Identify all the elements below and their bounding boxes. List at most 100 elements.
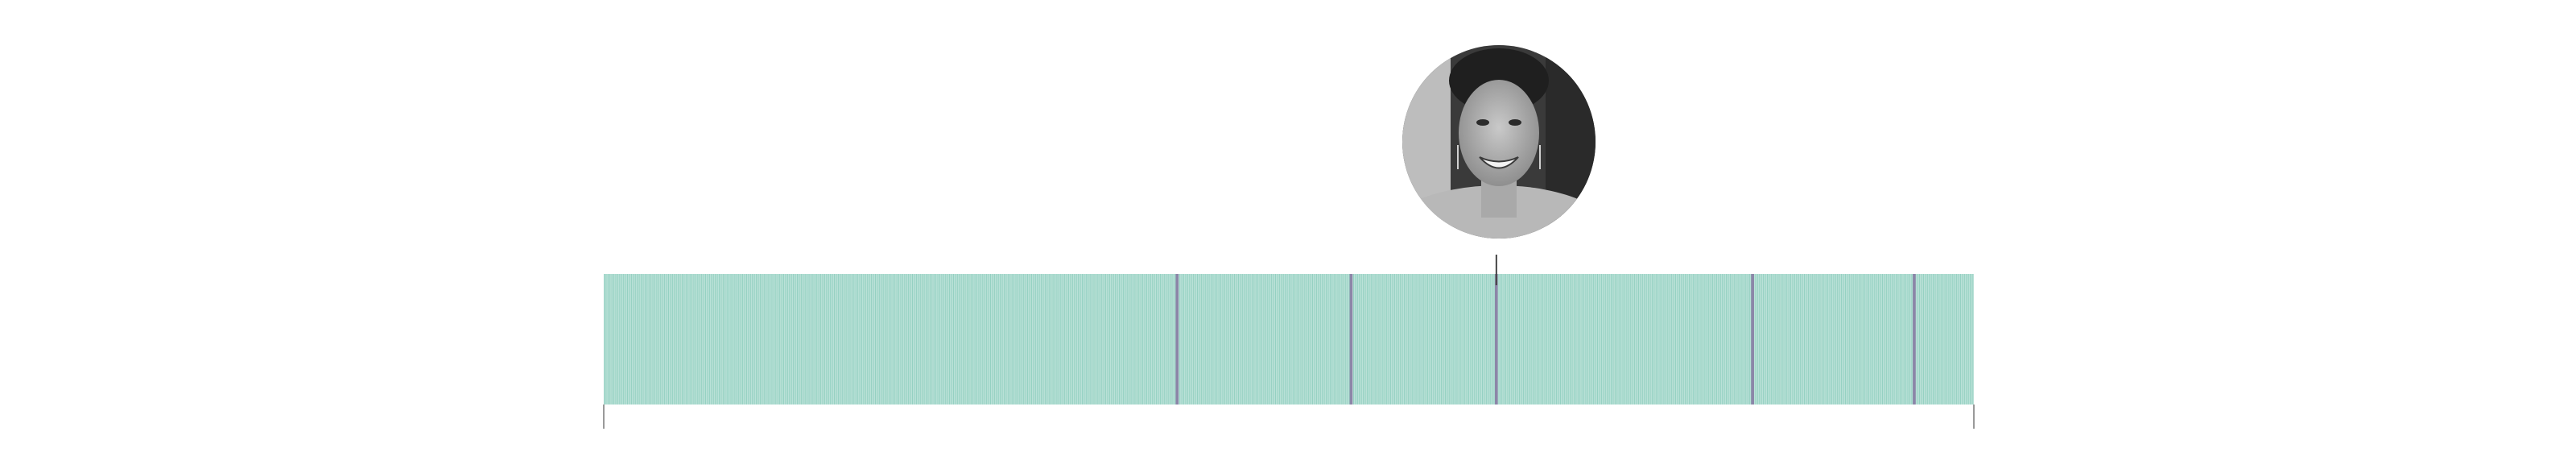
unit-separator bbox=[687, 274, 689, 405]
unit-separator bbox=[1485, 274, 1487, 405]
unit-separator bbox=[960, 274, 962, 405]
unit-separator bbox=[1965, 274, 1966, 405]
unit-separator bbox=[1530, 274, 1532, 405]
unit-separator bbox=[1922, 274, 1924, 405]
unit-separator bbox=[1799, 274, 1800, 405]
unit-separator bbox=[611, 274, 613, 405]
unit-separator bbox=[618, 274, 619, 405]
unit-separator bbox=[1236, 274, 1237, 405]
unit-separator bbox=[807, 274, 808, 405]
unit-separator bbox=[1050, 274, 1051, 405]
unit-separator bbox=[1836, 274, 1837, 405]
unit-separator bbox=[1895, 274, 1896, 405]
unit-separator bbox=[1005, 274, 1007, 405]
unit-separator bbox=[1478, 274, 1480, 405]
unit-separator bbox=[1847, 274, 1848, 405]
unit-separator bbox=[1659, 274, 1661, 405]
unit-separator bbox=[1721, 274, 1722, 405]
unit-separator bbox=[1422, 274, 1423, 405]
unit-separator bbox=[1561, 274, 1562, 405]
unit-separator bbox=[1639, 274, 1640, 405]
unit-separator bbox=[1575, 274, 1577, 405]
unit-separator bbox=[1056, 274, 1058, 405]
unit-separator bbox=[1511, 274, 1513, 405]
unit-separator bbox=[1017, 274, 1018, 405]
highlighted-unit bbox=[1349, 274, 1353, 405]
unit-separator bbox=[1214, 274, 1216, 405]
unit-separator bbox=[736, 274, 737, 405]
unit-separator bbox=[786, 274, 788, 405]
unit-separator bbox=[1360, 274, 1362, 405]
unit-separator bbox=[1122, 274, 1124, 405]
unit-separator bbox=[812, 274, 814, 405]
unit-separator bbox=[1876, 274, 1877, 405]
unit-separator bbox=[704, 274, 705, 405]
unit-separator bbox=[1141, 274, 1142, 405]
unit-separator bbox=[1497, 274, 1499, 405]
unit-separator bbox=[734, 274, 736, 405]
unit-separator bbox=[1202, 274, 1203, 405]
unit-separator bbox=[1670, 274, 1671, 405]
unit-separator bbox=[1666, 274, 1667, 405]
unit-separator bbox=[855, 274, 857, 405]
unit-separator bbox=[675, 274, 677, 405]
unit-separator bbox=[615, 274, 617, 405]
unit-separator bbox=[782, 274, 783, 405]
unit-separator bbox=[947, 274, 948, 405]
unit-separator bbox=[1315, 274, 1317, 405]
unit-separator bbox=[1117, 274, 1118, 405]
unit-separator bbox=[1239, 274, 1240, 405]
unit-separator bbox=[1815, 274, 1817, 405]
unit-separator bbox=[1030, 274, 1032, 405]
unit-separator bbox=[671, 274, 673, 405]
unit-separator bbox=[862, 274, 863, 405]
highlighted-unit bbox=[1913, 274, 1916, 405]
unit-separator bbox=[1473, 274, 1474, 405]
unit-separator bbox=[1655, 274, 1657, 405]
unit-separator bbox=[1565, 274, 1566, 405]
unit-separator bbox=[1593, 274, 1595, 405]
unit-separator bbox=[788, 274, 789, 405]
unit-separator bbox=[1633, 274, 1634, 405]
unit-separator bbox=[900, 274, 902, 405]
unit-separator bbox=[1083, 274, 1084, 405]
unit-separator bbox=[1967, 274, 1969, 405]
unit-separator bbox=[1807, 274, 1809, 405]
unit-separator bbox=[1001, 274, 1003, 405]
unit-separator bbox=[1170, 274, 1171, 405]
unit-separator bbox=[1421, 274, 1422, 405]
unit-separator bbox=[1772, 274, 1773, 405]
unit-separator bbox=[1614, 274, 1616, 405]
unit-separator bbox=[656, 274, 658, 405]
unit-separator bbox=[1009, 274, 1011, 405]
unit-separator bbox=[685, 274, 687, 405]
unit-separator bbox=[1703, 274, 1704, 405]
unit-separator bbox=[1459, 274, 1460, 405]
unit-separator bbox=[873, 274, 874, 405]
unit-separator bbox=[1476, 274, 1477, 405]
unit-separator bbox=[956, 274, 958, 405]
unit-separator bbox=[1343, 274, 1344, 405]
unit-separator bbox=[806, 274, 807, 405]
unit-separator bbox=[1811, 274, 1813, 405]
unit-separator bbox=[625, 274, 626, 405]
unit-separator bbox=[1456, 274, 1458, 405]
unit-separator bbox=[1439, 274, 1440, 405]
unit-separator bbox=[1708, 274, 1710, 405]
unit-separator bbox=[1174, 274, 1175, 405]
unit-separator bbox=[882, 274, 884, 405]
portrait-eye-left bbox=[1476, 119, 1489, 126]
unit-separator bbox=[1598, 274, 1599, 405]
unit-separator bbox=[839, 274, 840, 405]
unit-separator bbox=[1038, 274, 1040, 405]
unit-separator bbox=[1063, 274, 1064, 405]
unit-separator bbox=[881, 274, 882, 405]
unit-separator bbox=[1932, 274, 1933, 405]
unit-separator bbox=[1463, 274, 1464, 405]
unit-separator bbox=[927, 274, 929, 405]
unit-separator bbox=[1096, 274, 1097, 405]
unit-separator bbox=[1165, 274, 1166, 405]
unit-separator bbox=[1134, 274, 1136, 405]
unit-separator bbox=[1971, 274, 1973, 405]
